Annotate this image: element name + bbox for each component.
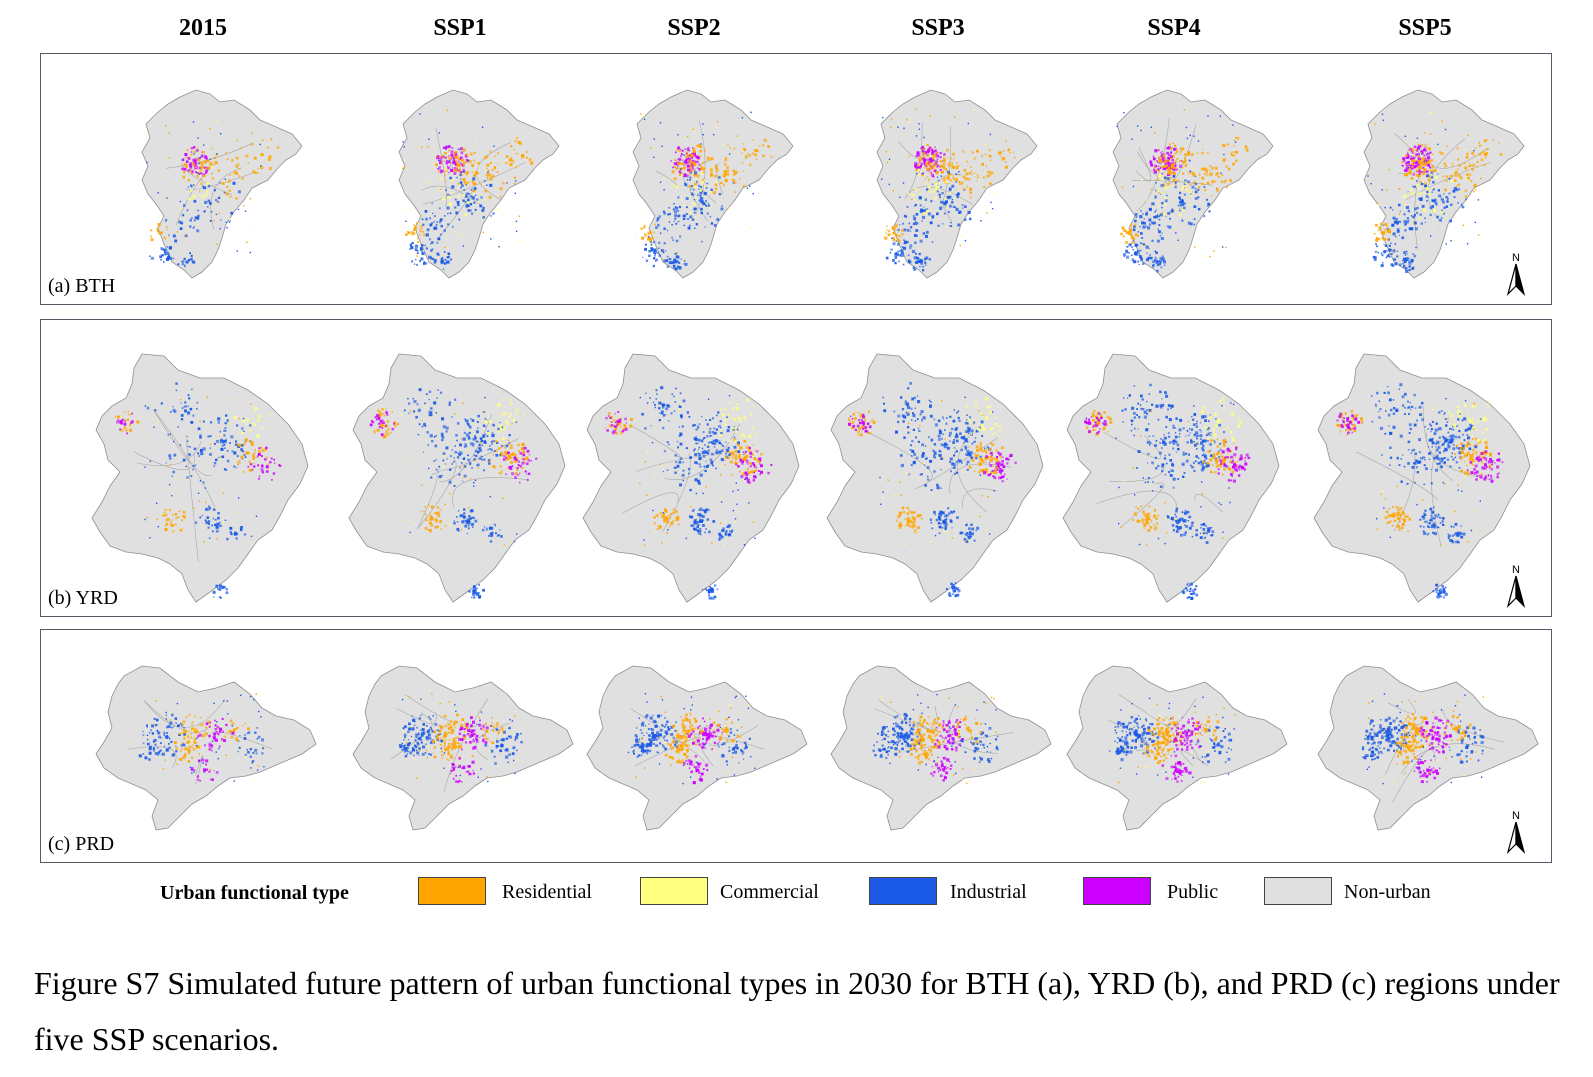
bth-map-ssp4 xyxy=(1112,89,1274,279)
prd-map-2015 xyxy=(95,665,317,831)
prd-map-ssp3 xyxy=(830,665,1052,831)
yrd-maps xyxy=(91,353,1531,603)
prd-map-ssp5 xyxy=(1317,665,1539,831)
legend-swatch-commercial xyxy=(640,877,708,905)
figure-caption: Figure S7 Simulated future pattern of ur… xyxy=(34,965,1560,1057)
panel-label-prd: (c) PRD xyxy=(48,832,115,856)
column-header-ssp2: SSP2 xyxy=(667,15,721,41)
column-header-ssp3: SSP3 xyxy=(911,15,965,41)
north-arrow-label: N xyxy=(1512,564,1520,576)
legend-label-commercial: Commercial xyxy=(720,881,819,903)
north-arrow-icon: N xyxy=(1506,810,1526,854)
north-arrow-label: N xyxy=(1512,810,1520,822)
bth-maps xyxy=(141,89,1525,279)
panel-yrd: (b) YRD N xyxy=(40,319,1552,617)
legend-title: Urban functional type xyxy=(160,882,349,904)
north-arrow-icon: N xyxy=(1506,564,1526,608)
legend-label-public: Public xyxy=(1167,881,1219,903)
north-arrow-icon: N xyxy=(1506,252,1526,296)
prd-maps xyxy=(95,665,1539,831)
column-headers: 2015 SSP1 SSP2 SSP3 SSP4 SSP5 xyxy=(40,10,1552,46)
panel-label-bth: (a) BTH xyxy=(48,274,116,298)
bth-map-ssp1 xyxy=(398,89,560,279)
yrd-map-ssp2 xyxy=(582,353,800,603)
column-header-ssp1: SSP1 xyxy=(433,15,487,41)
legend-label-non-urban: Non-urban xyxy=(1344,881,1431,903)
yrd-map-ssp3 xyxy=(826,353,1044,603)
bth-map-ssp3 xyxy=(876,89,1038,279)
yrd-map-ssp5 xyxy=(1313,353,1531,603)
north-arrow-label: N xyxy=(1512,252,1520,264)
prd-map-ssp4 xyxy=(1066,665,1288,831)
prd-map-ssp2 xyxy=(586,665,808,831)
yrd-map-ssp4 xyxy=(1062,353,1280,603)
bth-map-ssp5 xyxy=(1363,89,1525,279)
bth-map-ssp2 xyxy=(632,89,794,279)
column-header-2015: 2015 xyxy=(179,15,227,41)
legend-swatch-residential xyxy=(418,877,486,905)
legend-swatch-non-urban xyxy=(1264,877,1332,905)
column-header-ssp4: SSP4 xyxy=(1147,15,1201,41)
legend-swatch-industrial xyxy=(869,877,937,905)
bth-map-2015 xyxy=(141,89,303,279)
prd-map-ssp1 xyxy=(352,665,574,831)
legend-swatch-public xyxy=(1083,877,1151,905)
yrd-map-2015 xyxy=(91,353,309,603)
legend: Urban functional type Residential Commer… xyxy=(40,874,1552,914)
panel-bth: (a) BTH N xyxy=(40,53,1552,305)
legend-label-residential: Residential xyxy=(502,881,592,903)
legend-label-industrial: Industrial xyxy=(950,881,1027,903)
panel-label-yrd: (b) YRD xyxy=(48,586,118,610)
column-header-ssp5: SSP5 xyxy=(1398,15,1452,41)
yrd-map-ssp1 xyxy=(348,353,566,603)
panel-prd: (c) PRD N xyxy=(40,629,1552,863)
